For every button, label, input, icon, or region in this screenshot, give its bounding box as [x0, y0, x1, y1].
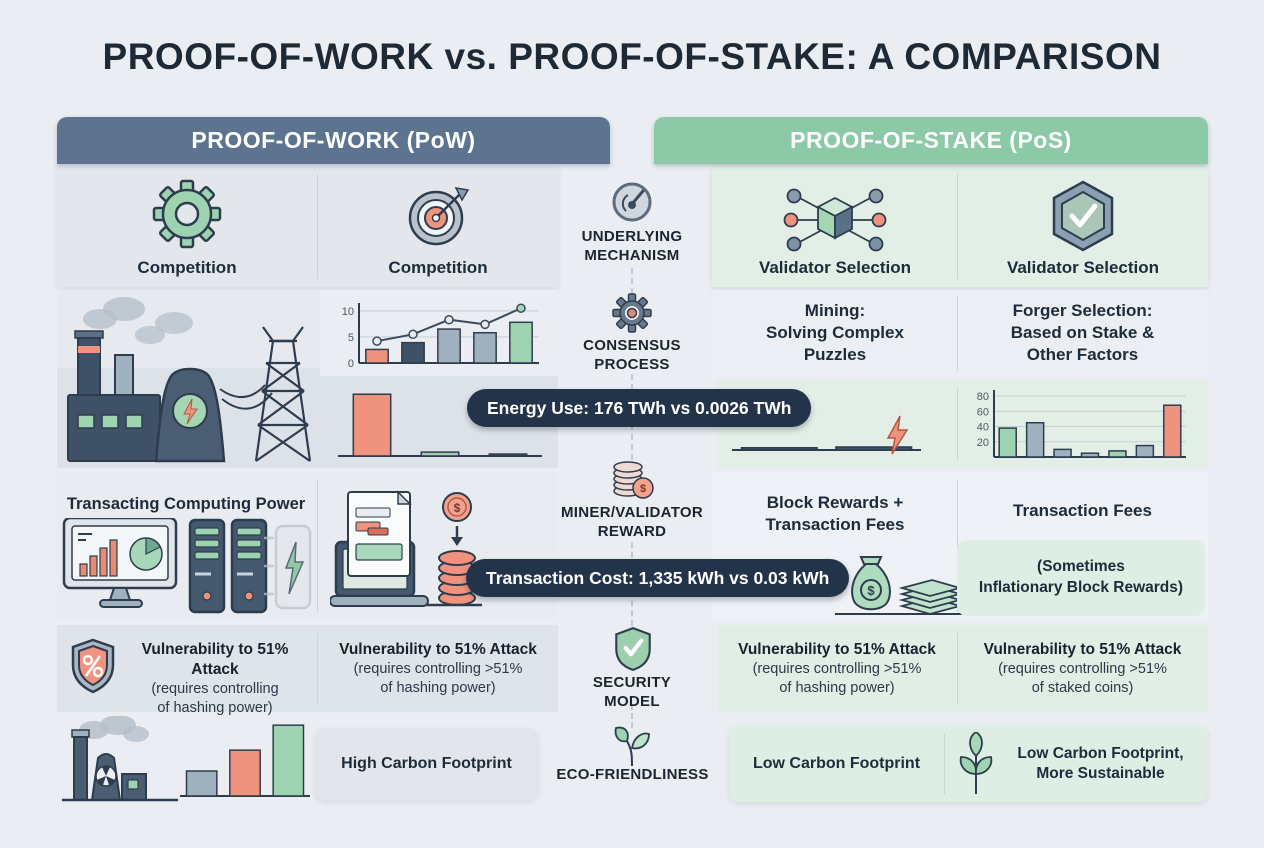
pow-mechanism-band: [57, 166, 558, 287]
pos-header: PROOF-OF-STAKE (PoS): [654, 117, 1208, 164]
security-title: Vulnerability to 51% Attack: [738, 641, 936, 658]
hexagon-shield-check-icon: [1052, 180, 1114, 252]
money-bag-icon: $: [835, 556, 965, 615]
gauge-icon: [612, 182, 652, 222]
svg-text:80: 80: [977, 391, 989, 403]
divider: [957, 296, 958, 371]
divider: [317, 174, 318, 279]
security-title: Vulnerability to 51% Attack: [141, 641, 289, 679]
gear-icon: [152, 179, 222, 249]
pos-mechanism-band: [712, 166, 1208, 287]
pos-reward-left-title: Block Rewards + Transaction Fees: [765, 493, 905, 534]
factory-smoke-illustration: [62, 716, 178, 802]
svg-text:$: $: [640, 483, 646, 495]
svg-text:20: 20: [977, 437, 989, 449]
pos-consensus-band: [712, 290, 1208, 377]
security-note: (requires controlling of hashing power): [151, 681, 279, 717]
pos-consensus-right-text: Forger Selection: Based on Stake & Other…: [1010, 301, 1155, 364]
pos-security-band: [717, 625, 1208, 712]
pow-energy-chart: [338, 393, 542, 457]
pos-security-left-cell: Vulnerability to 51% Attack (requires co…: [722, 640, 952, 698]
center-label-mechanism: UNDERLYING MECHANISM: [581, 228, 683, 264]
shield-check-icon: [615, 626, 651, 672]
transaction-cost-badge: Transaction Cost: 1,335 kWh vs 0.03 kWh: [466, 559, 850, 597]
svg-text:0: 0: [348, 358, 354, 370]
page-title: PROOF-OF-WORK vs. PROOF-OF-STAKE: A COMP…: [102, 36, 1162, 77]
pow-reward-left-title: Transacting Computing Power: [66, 495, 306, 513]
divider: [317, 633, 318, 704]
pos-eco-right-label: Low Carbon Footprint, More Sustainable: [1017, 744, 1184, 782]
pow-eco-box: High Carbon Footprint: [315, 728, 538, 800]
divider: [957, 633, 958, 704]
energy-use-badge: Energy Use: 176 TWh vs 0.0026 TWh: [467, 389, 812, 427]
divider: [317, 480, 318, 612]
pow-security-right-cell: Vulnerability to 51% Attack (requires co…: [322, 640, 554, 698]
pos-eco-left-label: Low Carbon Footprint: [752, 755, 921, 772]
pow-eco-label: High Carbon Footprint: [341, 755, 512, 772]
svg-text:40: 40: [977, 422, 989, 434]
pos-mechanism-right-label: Validator Selection: [1006, 258, 1160, 277]
pos-eco-left-cell: Low Carbon Footprint: [729, 726, 944, 802]
pos-reward-note: (Sometimes Inflationary Block Rewards): [978, 558, 1184, 596]
pos-stake-chart: 20 40 60 80: [977, 390, 1186, 458]
laptop-transaction-illustration: $: [330, 490, 482, 607]
center-label-security: SECURITY MODEL: [592, 674, 672, 710]
connector-line: [631, 704, 633, 728]
center-label-reward: MINER/VALIDATOR REWARD: [561, 504, 703, 540]
pow-consensus-trend-chart: 0 5 10: [342, 303, 539, 370]
pow-security-left-cell: Vulnerability to 51% Attack (requires co…: [118, 640, 312, 718]
divider: [957, 174, 958, 279]
security-note: (requires controlling >51% of hashing po…: [353, 661, 523, 696]
shield-percent-icon: [71, 638, 115, 694]
pos-reward-note-box: (Sometimes Inflationary Block Rewards): [957, 540, 1205, 616]
network-cube-icon: [783, 188, 887, 252]
pos-energy-flat-chart: [732, 446, 921, 451]
pow-security-band: [57, 625, 558, 712]
divider: [944, 734, 945, 794]
lightning-icon: [886, 415, 909, 455]
pow-carbon-chart: [180, 724, 310, 797]
pos-eco-right-cell: Low Carbon Footprint, More Sustainable: [998, 726, 1203, 802]
computing-power-illustration: [62, 518, 312, 614]
center-label-consensus: CONSENSUS PROCESS: [583, 337, 681, 373]
coins-icon: $: [613, 461, 654, 499]
pos-security-right-cell: Vulnerability to 51% Attack (requires co…: [962, 640, 1203, 698]
leaf-icon: [614, 726, 650, 767]
pow-header: PROOF-OF-WORK (PoW): [57, 117, 610, 164]
security-title: Vulnerability to 51% Attack: [983, 641, 1182, 658]
svg-text:60: 60: [977, 406, 989, 418]
power-plant-illustration: [67, 297, 312, 463]
connector-line: [631, 268, 633, 294]
svg-text:10: 10: [342, 306, 354, 318]
pow-mechanism-left-label: Competition: [137, 258, 237, 277]
security-title: Vulnerability to 51% Attack: [339, 641, 537, 658]
pos-reward-right-title: Transaction Fees: [1013, 501, 1152, 520]
target-icon: [408, 187, 470, 246]
security-note: (requires controlling >51% of hashing po…: [752, 661, 922, 696]
center-label-eco: ECO-FRIENDLINESS: [556, 766, 709, 783]
svg-text:$: $: [454, 501, 461, 515]
pos-consensus-left-text: Mining: Solving Complex Puzzles: [766, 301, 904, 364]
gear-icon: [612, 293, 652, 333]
divider: [957, 388, 958, 460]
svg-text:5: 5: [348, 332, 354, 344]
security-note: (requires controlling >51% of staked coi…: [998, 661, 1167, 696]
pow-mechanism-right-label: Competition: [388, 258, 488, 277]
svg-text:$: $: [867, 583, 875, 598]
pos-mechanism-left-label: Validator Selection: [758, 258, 912, 277]
plant-icon: [959, 732, 993, 794]
